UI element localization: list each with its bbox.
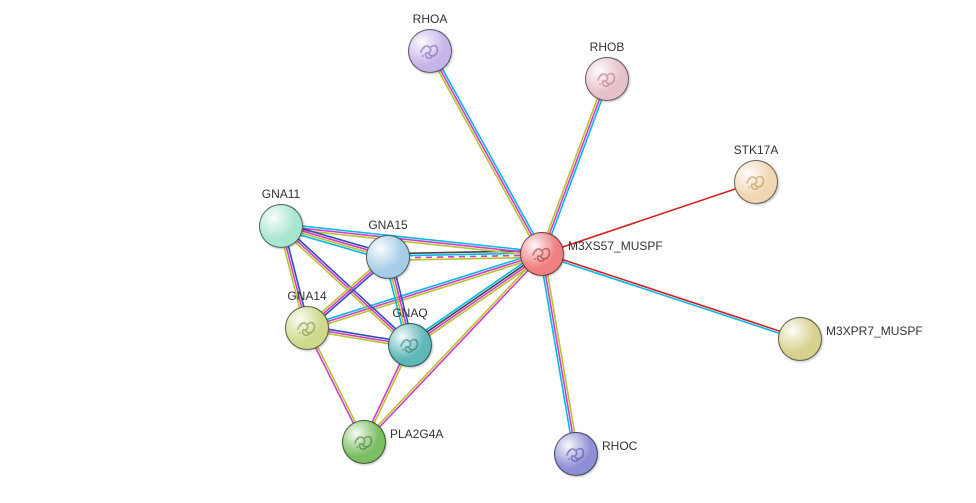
network-diagram: M3XS57_MUSPF RHOA RHOB STK17A M3XPR7_MUSPF RH… [0,0,976,503]
node-RHOB[interactable]: RHOB [585,57,629,101]
edge-M3XS57-RHOC-cyan [540,254,574,454]
edge-M3XS57-M3XPR7-red [542,253,800,338]
edge-M3XS57-RHOB-yellow [540,78,605,253]
node-M3XS57[interactable]: M3XS57_MUSPF [520,232,564,276]
node-GNA11[interactable]: GNA11 [259,204,303,248]
node-M3XPR7[interactable]: M3XPR7_MUSPF [778,317,822,361]
node-ball-M3XS57[interactable] [520,232,564,276]
edge-M3XS57-GNA11-magenta [281,226,542,254]
node-label-GNA11: GNA11 [262,188,300,200]
structure-icon [529,241,555,267]
node-label-GNA15: GNA15 [368,219,407,231]
edge-M3XS57-RHOA-magenta [430,51,542,254]
node-label-STK17A: STK17A [734,144,779,156]
node-ball-PLA2G4A[interactable] [342,420,386,464]
structure-icon [351,429,377,455]
edge-M3XS57-RHOC-magenta [542,254,576,454]
structure-icon [294,315,320,341]
edge-M3XS57-GNA14-magenta [307,254,542,328]
structure-icon [594,66,620,92]
node-GNA15[interactable]: GNA15 [366,235,410,279]
edge-M3XS57-GNA14-cyan [306,252,541,326]
structure-icon [397,332,423,358]
edges-layer [0,0,976,503]
node-ball-GNA15[interactable] [366,235,410,279]
node-RHOA[interactable]: RHOA [408,29,452,73]
node-ball-STK17A[interactable] [734,160,778,204]
node-label-PLA2G4A: PLA2G4A [390,428,443,440]
node-label-GNA14: GNA14 [287,290,326,302]
node-label-RHOC: RHOC [602,440,637,452]
edge-M3XS57-GNA15-magenta [388,255,542,258]
node-ball-GNA14[interactable] [285,306,329,350]
node-label-GNAQ: GNAQ [392,307,427,319]
edge-M3XS57-GNA14-yellow [308,256,543,330]
edge-M3XS57-RHOA-yellow [428,52,540,255]
node-ball-GNA11[interactable] [259,204,303,248]
node-RHOC[interactable]: RHOC [554,432,598,476]
node-label-RHOB: RHOB [590,41,625,53]
edge-M3XS57-RHOB-magenta [542,79,607,254]
node-STK17A[interactable]: STK17A [734,160,778,204]
node-ball-RHOC[interactable] [554,432,598,476]
structure-icon [417,38,443,64]
node-PLA2G4A[interactable]: PLA2G4A [342,420,386,464]
edge-M3XS57-GNA15-cyan [388,253,542,256]
node-ball-M3XPR7[interactable] [778,317,822,361]
edge-M3XS57-RHOB-cyan [544,80,609,255]
node-ball-RHOB[interactable] [585,57,629,101]
structure-icon [743,169,769,195]
node-ball-GNAQ[interactable] [388,323,432,367]
node-GNAQ[interactable]: GNAQ [388,323,432,367]
structure-icon [563,441,589,467]
node-ball-RHOA[interactable] [408,29,452,73]
edge-M3XS57-GNA15-yellow [388,257,542,260]
edge-M3XS57-M3XPR7-cyan [542,255,800,340]
edge-M3XS57-GNA11-cyan [281,224,542,252]
edge-M3XS57-GNA11-yellow [281,228,542,256]
node-label-M3XPR7: M3XPR7_MUSPF [826,325,923,337]
node-label-RHOA: RHOA [413,13,448,25]
edge-M3XS57-GNA15-black [388,251,542,254]
edge-M3XS57-STK17A-red [542,182,756,254]
node-GNA14[interactable]: GNA14 [285,306,329,350]
node-label-M3XS57: M3XS57_MUSPF [568,240,663,252]
edge-M3XS57-RHOC-yellow [544,254,578,454]
edge-M3XS57-RHOA-cyan [432,50,544,253]
